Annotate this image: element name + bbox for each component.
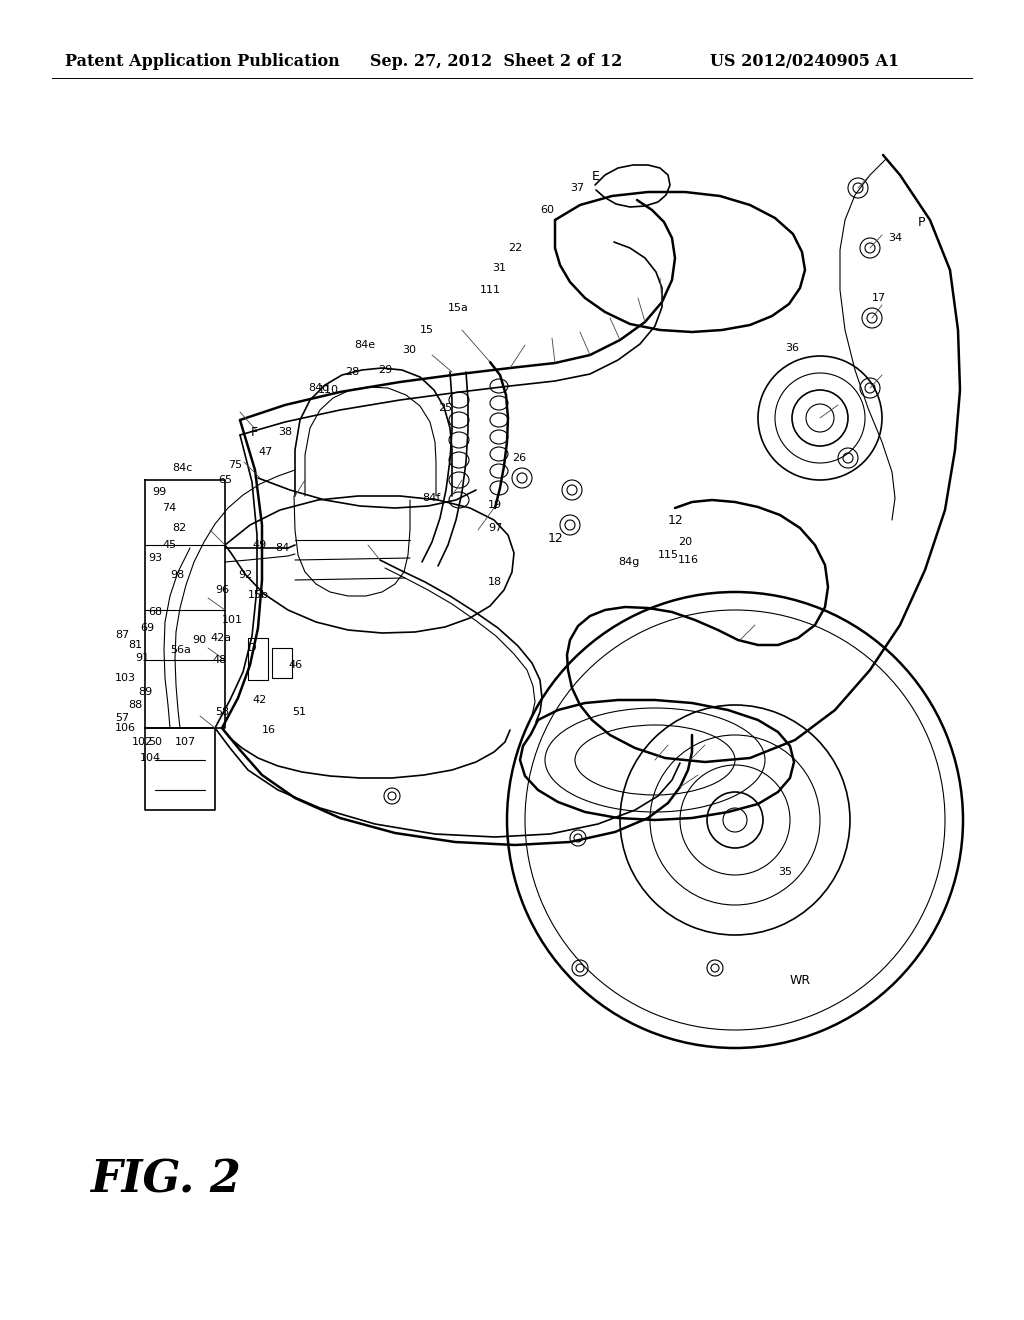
Text: 48: 48 [212,655,226,665]
Text: D: D [248,643,256,653]
Text: 106: 106 [115,723,136,733]
Text: 99: 99 [152,487,166,498]
Text: 16: 16 [262,725,276,735]
Text: 84f: 84f [422,492,440,503]
Text: 104: 104 [140,752,161,763]
Text: 30: 30 [402,345,416,355]
Text: WR: WR [790,974,811,986]
Text: 84c: 84c [172,463,193,473]
Text: 37: 37 [570,183,584,193]
Text: 96: 96 [215,585,229,595]
Text: 68: 68 [148,607,162,616]
Text: 92: 92 [238,570,252,579]
Text: 36: 36 [785,343,799,352]
Text: 102: 102 [132,737,154,747]
Text: 101: 101 [222,615,243,624]
Text: US 2012/0240905 A1: US 2012/0240905 A1 [710,53,899,70]
Text: 45: 45 [162,540,176,550]
Text: 107: 107 [175,737,197,747]
Text: 90: 90 [193,635,206,645]
Text: 93: 93 [148,553,162,564]
Text: 87: 87 [115,630,129,640]
Text: 19: 19 [488,500,502,510]
Text: 25: 25 [438,403,453,413]
Text: 15b: 15b [248,590,269,601]
Text: 17: 17 [872,293,886,304]
Text: 31: 31 [492,263,506,273]
Text: 49: 49 [252,540,266,550]
Text: 89: 89 [138,686,153,697]
Text: Patent Application Publication: Patent Application Publication [65,53,340,70]
Text: 38: 38 [278,426,292,437]
Text: 97: 97 [488,523,502,533]
Text: 46: 46 [288,660,302,671]
Text: 84g: 84g [618,557,639,568]
Text: 65: 65 [218,475,232,484]
Text: E: E [592,170,600,183]
Text: 12: 12 [548,532,564,544]
Text: 15a: 15a [449,304,469,313]
Text: 22: 22 [508,243,522,253]
Text: 60: 60 [540,205,554,215]
Text: 88: 88 [128,700,142,710]
Text: 116: 116 [678,554,699,565]
Text: 20: 20 [678,537,692,546]
Text: 98: 98 [170,570,184,579]
Text: 84: 84 [275,543,289,553]
Text: 110: 110 [318,385,339,395]
Text: 29: 29 [378,366,392,375]
Text: F: F [251,425,258,438]
Text: 35: 35 [778,867,792,876]
Text: 84e: 84e [354,341,375,350]
Text: 84d: 84d [308,383,330,393]
Text: 12: 12 [668,513,684,527]
Text: 56a: 56a [170,645,190,655]
Text: 69: 69 [140,623,155,634]
Text: P: P [918,215,926,228]
Text: Sep. 27, 2012  Sheet 2 of 12: Sep. 27, 2012 Sheet 2 of 12 [370,53,623,70]
Text: 50: 50 [148,737,162,747]
Text: 75: 75 [228,459,242,470]
Text: 58: 58 [215,708,229,717]
Text: 26: 26 [512,453,526,463]
Text: 81: 81 [128,640,142,649]
Text: 111: 111 [480,285,501,294]
Text: 51: 51 [292,708,306,717]
Text: 115: 115 [658,550,679,560]
Text: 103: 103 [115,673,136,682]
Text: 91: 91 [135,653,150,663]
Text: 28: 28 [345,367,359,378]
Text: 82: 82 [172,523,186,533]
Text: 57: 57 [115,713,129,723]
Text: 18: 18 [488,577,502,587]
Text: 42a: 42a [210,634,231,643]
Text: FIG. 2: FIG. 2 [90,1159,241,1201]
Text: 34: 34 [888,234,902,243]
Text: 74: 74 [162,503,176,513]
Text: 47: 47 [258,447,272,457]
Text: 15: 15 [420,325,434,335]
Text: 42: 42 [252,696,266,705]
